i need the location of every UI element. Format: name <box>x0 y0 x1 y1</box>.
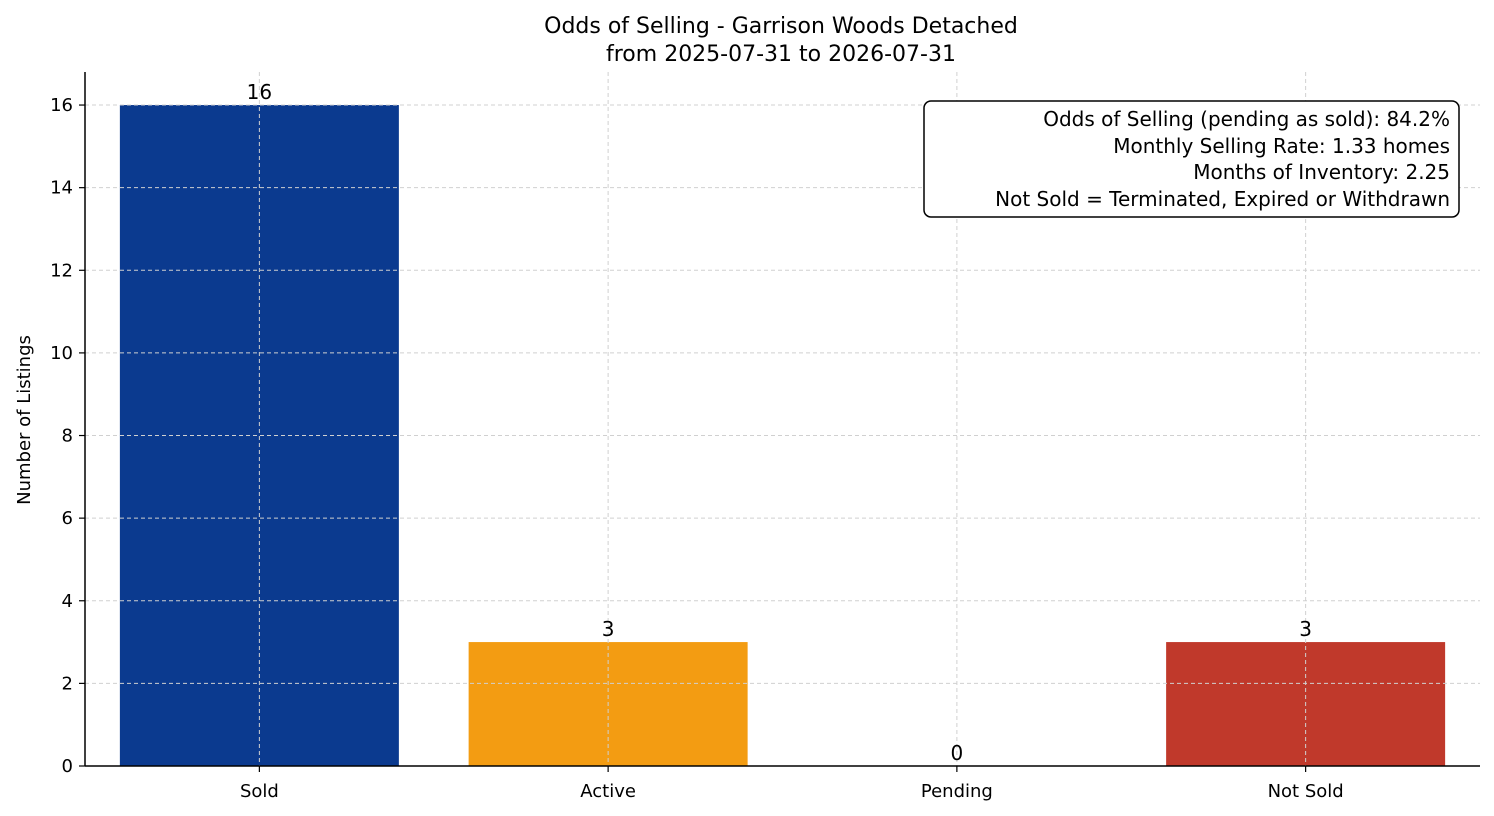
y-tick-label: 6 <box>62 508 73 529</box>
y-tick-label: 2 <box>62 673 73 694</box>
info-not-sold-definition: Not Sold = Terminated, Expired or Withdr… <box>995 187 1450 211</box>
info-box-frame <box>923 100 1460 218</box>
x-tick-label: Active <box>580 781 636 802</box>
x-tick-label: Pending <box>921 781 993 802</box>
data-label: 16 <box>247 80 272 104</box>
chart-title: Odds of Selling - Garrison Woods Detache… <box>544 14 1018 39</box>
bar-sold <box>119 105 399 767</box>
y-tick-label: 16 <box>50 95 73 116</box>
data-label: 0 <box>951 741 964 765</box>
y-tick-label: 0 <box>62 756 73 777</box>
axes: 0 2 4 6 8 10 12 14 16 Sold Active Pending Not Sold <box>50 72 1480 802</box>
info-box: Odds of Selling (pending as sold): 84.2%… <box>923 100 1460 218</box>
info-months-of-inventory: Months of Inventory: 2.25 <box>1193 160 1450 184</box>
data-label: 3 <box>602 617 615 641</box>
data-label: 3 <box>1299 617 1312 641</box>
x-tick-label: Not Sold <box>1268 781 1344 802</box>
y-axis-label: Number of Listings <box>14 335 35 505</box>
y-tick-label: 4 <box>62 591 73 612</box>
x-tick-label: Sold <box>240 781 279 802</box>
data-labels: 16 3 0 3 <box>247 80 1312 765</box>
info-odds-of-selling: Odds of Selling (pending as sold): 84.2% <box>1043 107 1450 131</box>
y-tick-label: 10 <box>50 343 73 364</box>
chart-subtitle: from 2025-07-31 to 2026-07-31 <box>606 42 956 67</box>
info-monthly-selling-rate: Monthly Selling Rate: 1.33 homes <box>1113 134 1450 158</box>
y-tick-label: 14 <box>50 178 73 199</box>
y-tick-label: 8 <box>62 426 73 447</box>
y-tick-label: 12 <box>50 260 73 281</box>
